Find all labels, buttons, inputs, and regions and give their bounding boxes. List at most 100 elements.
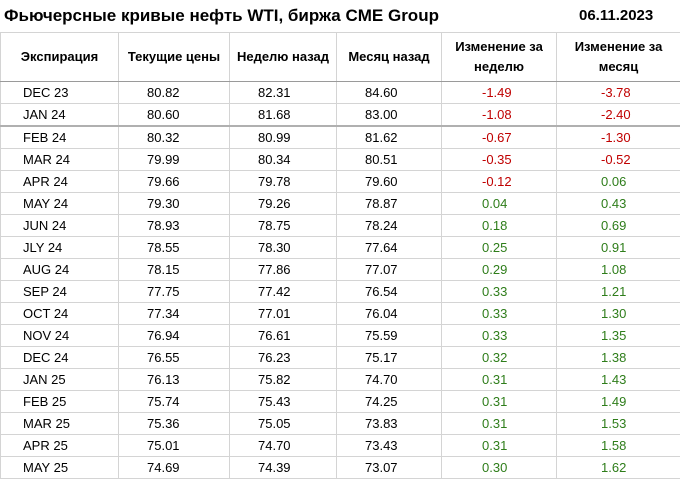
- cell-month-ago: 84.60: [337, 82, 442, 104]
- cell-month-ago: 73.83: [337, 413, 442, 435]
- cell-current-price: 78.55: [119, 237, 230, 259]
- cell-week-ago: 78.30: [230, 237, 337, 259]
- cell-current-price: 77.34: [119, 303, 230, 325]
- cell-change-week: 0.33: [442, 303, 557, 325]
- cell-change-week: -0.12: [442, 171, 557, 193]
- cell-change-month: 0.43: [557, 193, 680, 215]
- cell-current-price: 79.66: [119, 171, 230, 193]
- cell-expiration: AUG 24: [1, 259, 119, 281]
- cell-month-ago: 74.70: [337, 369, 442, 391]
- cell-month-ago: 75.59: [337, 325, 442, 347]
- cell-current-price: 76.13: [119, 369, 230, 391]
- cell-month-ago: 76.04: [337, 303, 442, 325]
- cell-month-ago: 76.54: [337, 281, 442, 303]
- cell-month-ago: 83.00: [337, 104, 442, 127]
- cell-change-week: 0.25: [442, 237, 557, 259]
- cell-expiration: JUN 24: [1, 215, 119, 237]
- cell-change-month: 0.91: [557, 237, 680, 259]
- cell-week-ago: 76.61: [230, 325, 337, 347]
- cell-change-week: 0.31: [442, 435, 557, 457]
- cell-week-ago: 77.86: [230, 259, 337, 281]
- cell-expiration: MAR 25: [1, 413, 119, 435]
- cell-week-ago: 79.78: [230, 171, 337, 193]
- cell-change-month: 0.06: [557, 171, 680, 193]
- cell-change-month: 1.21: [557, 281, 680, 303]
- cell-month-ago: 78.87: [337, 193, 442, 215]
- cell-current-price: 76.55: [119, 347, 230, 369]
- cell-change-week: 0.30: [442, 457, 557, 479]
- cell-month-ago: 77.64: [337, 237, 442, 259]
- cell-change-week: 0.04: [442, 193, 557, 215]
- cell-expiration: APR 25: [1, 435, 119, 457]
- cell-change-week: 0.33: [442, 281, 557, 303]
- cell-expiration: MAY 24: [1, 193, 119, 215]
- cell-month-ago: 73.07: [337, 457, 442, 479]
- cell-month-ago: 74.25: [337, 391, 442, 413]
- cell-current-price: 79.99: [119, 149, 230, 171]
- cell-change-week: -0.67: [442, 126, 557, 149]
- header-month-ago: Месяц назад: [337, 33, 442, 82]
- cell-expiration: JLY 24: [1, 237, 119, 259]
- cell-week-ago: 75.05: [230, 413, 337, 435]
- header-change-month: Изменение за месяц: [557, 33, 680, 82]
- cell-change-month: -3.78: [557, 82, 680, 104]
- cell-current-price: 80.82: [119, 82, 230, 104]
- cell-current-price: 75.36: [119, 413, 230, 435]
- cell-change-month: -0.52: [557, 149, 680, 171]
- cell-change-week: 0.29: [442, 259, 557, 281]
- header-week-ago: Неделю назад: [230, 33, 337, 82]
- cell-month-ago: 77.07: [337, 259, 442, 281]
- cell-expiration: JAN 24: [1, 104, 119, 127]
- cell-current-price: 79.30: [119, 193, 230, 215]
- cell-change-month: 1.08: [557, 259, 680, 281]
- cell-expiration: FEB 24: [1, 126, 119, 149]
- title-bar: Фьючерсные кривые нефть WTI, биржа CME G…: [0, 0, 680, 32]
- cell-current-price: 77.75: [119, 281, 230, 303]
- cell-expiration: DEC 23: [1, 82, 119, 104]
- cell-month-ago: 81.62: [337, 126, 442, 149]
- cell-change-week: 0.31: [442, 413, 557, 435]
- cell-change-week: 0.31: [442, 369, 557, 391]
- cell-week-ago: 81.68: [230, 104, 337, 127]
- cell-current-price: 78.93: [119, 215, 230, 237]
- cell-expiration: DEC 24: [1, 347, 119, 369]
- cell-week-ago: 82.31: [230, 82, 337, 104]
- cell-expiration: MAY 25: [1, 457, 119, 479]
- cell-change-month: -1.30: [557, 126, 680, 149]
- report-date: 06.11.2023: [579, 7, 653, 24]
- cell-month-ago: 80.51: [337, 149, 442, 171]
- cell-change-month: 1.43: [557, 369, 680, 391]
- cell-change-week: 0.33: [442, 325, 557, 347]
- cell-current-price: 74.69: [119, 457, 230, 479]
- cell-week-ago: 77.01: [230, 303, 337, 325]
- futures-curve-table: Экспирация Текущие цены Неделю назад Мес…: [0, 32, 680, 479]
- cell-current-price: 80.32: [119, 126, 230, 149]
- cell-change-month: 1.35: [557, 325, 680, 347]
- cell-week-ago: 80.34: [230, 149, 337, 171]
- cell-week-ago: 80.99: [230, 126, 337, 149]
- cell-week-ago: 77.42: [230, 281, 337, 303]
- cell-change-month: 1.53: [557, 413, 680, 435]
- cell-expiration: SEP 24: [1, 281, 119, 303]
- cell-expiration: JAN 25: [1, 369, 119, 391]
- cell-week-ago: 78.75: [230, 215, 337, 237]
- cell-change-week: 0.31: [442, 391, 557, 413]
- cell-month-ago: 73.43: [337, 435, 442, 457]
- cell-week-ago: 74.39: [230, 457, 337, 479]
- cell-change-week: 0.32: [442, 347, 557, 369]
- cell-expiration: APR 24: [1, 171, 119, 193]
